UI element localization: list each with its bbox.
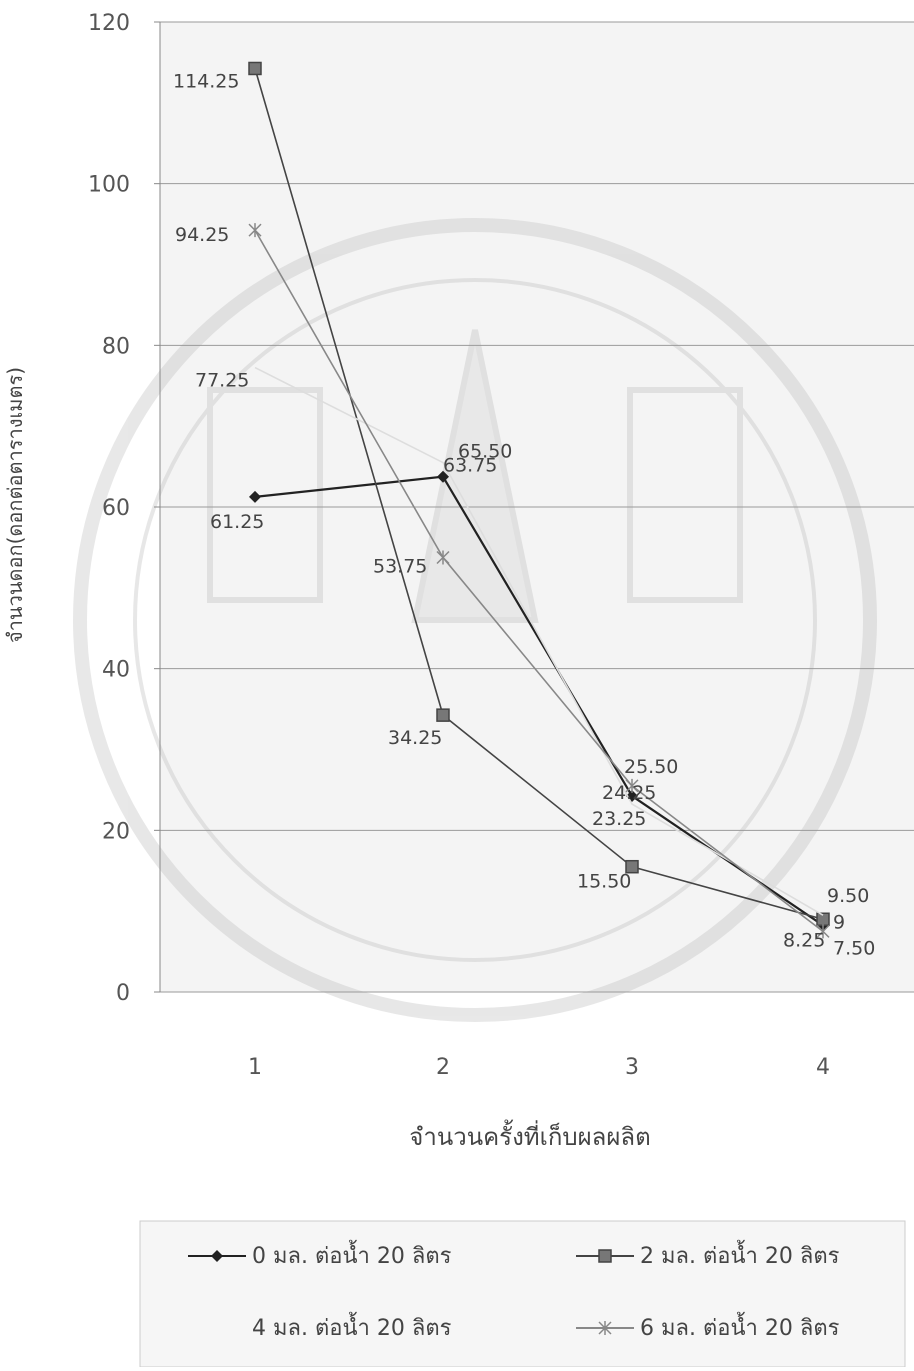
data-point-diamond [437, 470, 449, 483]
y-tick-label: 100 [88, 173, 130, 198]
legend-box [139, 1220, 906, 1368]
y-tick-label: 0 [116, 981, 130, 1006]
data-label: 53.75 [373, 556, 427, 578]
watermark-seal [73, 218, 877, 1022]
data-label: 94.25 [175, 224, 229, 246]
series-line [254, 229, 824, 933]
y-tick-label: 40 [102, 658, 130, 683]
data-label: 23.25 [592, 808, 646, 830]
y-tick-label: 80 [102, 334, 130, 359]
series-1 [248, 61, 830, 926]
data-point-star [625, 778, 639, 793]
x-axis-label: จำนวนครั้งที่เก็บผลผลิต [409, 1119, 650, 1151]
axes: 0 20 40 60 80 100 120 1 2 3 4 [88, 11, 830, 1080]
x-tick-label: 1 [248, 1055, 262, 1080]
series-line [254, 68, 824, 921]
data-label: 9.50 [827, 885, 869, 907]
data-label: 24.25 [602, 782, 656, 804]
data-point-diamond [211, 1250, 223, 1262]
series-line [254, 475, 824, 927]
data-label: 65.50 [458, 441, 512, 463]
data-point-square [248, 61, 262, 76]
legend-item: 4 มล. ต่อน้ำ 20 ลิตร [252, 1312, 452, 1341]
x-tick-label: 2 [436, 1055, 450, 1080]
data-point-square [598, 1249, 612, 1263]
data-label: 25.50 [624, 756, 678, 778]
grid-lines [160, 21, 914, 993]
y-axis-label: จำนวนดอก(ดอกต่อตารางเมตร) [3, 367, 27, 643]
data-point-diamond [249, 490, 261, 503]
legend-item: 2 มล. ต่อน้ำ 20 ลิตร [576, 1240, 840, 1269]
data-label: 7.50 [833, 937, 875, 959]
data-label: 114.25 [173, 70, 239, 92]
series-layer [248, 61, 830, 939]
data-point-star [436, 550, 450, 565]
data-point-square [436, 708, 450, 722]
data-point-square [625, 859, 639, 874]
series-3 [248, 223, 830, 939]
data-point-star [248, 223, 262, 238]
data-label: 77.25 [195, 370, 249, 392]
legend-item: 0 มล. ต่อน้ำ 20 ลิตร [188, 1240, 452, 1269]
y-tick-label: 60 [102, 496, 130, 521]
legend-item: 6 มล. ต่อน้ำ 20 ลิตร [576, 1312, 840, 1341]
legend-label: 0 มล. ต่อน้ำ 20 ลิตร [252, 1240, 452, 1269]
data-label: 34.25 [388, 727, 442, 749]
series-line [254, 366, 824, 916]
series-2 [254, 366, 824, 916]
data-label: 15.50 [577, 871, 631, 893]
data-point-star [598, 1321, 612, 1335]
x-tick-label: 4 [816, 1055, 830, 1080]
data-labels: 61.25 63.75 24.25 8.25 114.25 34.25 15.50 9 77.2… [173, 70, 875, 959]
y-tick-label: 120 [88, 11, 130, 36]
data-label: 61.25 [210, 511, 264, 533]
data-point-star [816, 924, 830, 939]
legend: 0 มล. ต่อน้ำ 20 ลิตร 2 มล. ต่อน้ำ 20 ลิตร… [139, 1220, 906, 1368]
data-label: 8.25 [783, 929, 825, 951]
legend-label: 2 มล. ต่อน้ำ 20 ลิตร [640, 1240, 840, 1269]
legend-label: 6 มล. ต่อน้ำ 20 ลิตร [640, 1312, 840, 1341]
data-label: 63.75 [443, 455, 497, 477]
y-tick-label: 20 [102, 819, 130, 844]
data-label: 9 [833, 911, 845, 933]
legend-label: 4 มล. ต่อน้ำ 20 ลิตร [252, 1312, 452, 1341]
x-tick-label: 3 [625, 1055, 639, 1080]
